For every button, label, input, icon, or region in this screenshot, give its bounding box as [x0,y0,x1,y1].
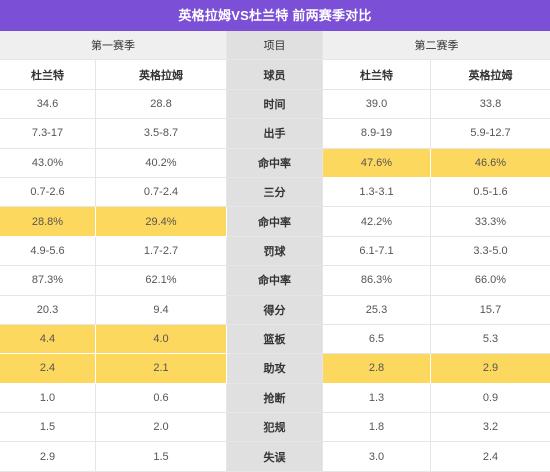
column-header-player: 球员 [227,60,323,90]
row-item-label: 命中率 [227,207,323,237]
row-item-label: 命中率 [227,148,323,178]
cell-ingram-season2: 33.3% [431,207,550,237]
cell-ingram-season1: 4.0 [96,324,227,355]
row-item-label: 犯规 [227,413,323,443]
table-row: 4.4 4.0 篮板 6.5 5.3 [0,324,550,355]
cell-ingram-season2: 2.4 [431,442,550,472]
cell-durant-season1: 0.7-2.6 [0,177,96,208]
table-row: 87.3% 62.1% 命中率 86.3% 66.0% [0,266,550,296]
cell-durant-season1: 28.8% [0,207,96,237]
column-header-durant-season2: 杜兰特 [323,60,431,90]
cell-durant-season2: 47.6% [323,148,431,178]
cell-ingram-season1: 29.4% [96,207,227,237]
cell-ingram-season1: 2.0 [96,413,227,443]
table-body: 34.6 28.8 时间 39.0 33.8 7.3-17 3.5-8.7 出手 8.9-19 5… [0,89,550,472]
cell-durant-season2: 1.3 [323,383,431,414]
cell-ingram-season2: 0.9 [431,384,550,414]
cell-ingram-season2: 0.5-1.6 [431,178,550,208]
cell-ingram-season1: 1.5 [96,442,227,472]
row-item-label: 三分 [227,177,323,208]
cell-ingram-season1: 1.7-2.7 [96,236,227,267]
table-row: 43.0% 40.2% 命中率 47.6% 46.6% [0,148,550,178]
cell-durant-season2: 6.1-7.1 [323,236,431,267]
cell-durant-season2: 25.3 [323,295,431,325]
row-item-label: 失误 [227,442,323,472]
row-item-label: 命中率 [227,266,323,296]
cell-ingram-season1: 3.5-8.7 [96,119,227,149]
column-header-durant-season1: 杜兰特 [0,60,96,90]
table-row: 20.3 9.4 得分 25.3 15.7 [0,295,550,325]
cell-ingram-season1: 2.1 [96,354,227,384]
row-item-label: 抢断 [227,383,323,414]
cell-durant-season2: 6.5 [323,324,431,355]
cell-ingram-season2: 46.6% [431,148,550,178]
cell-ingram-season2: 3.3-5.0 [431,237,550,267]
column-header-ingram-season1: 英格拉姆 [96,60,227,90]
cell-ingram-season1: 0.7-2.4 [96,177,227,208]
row-item-label: 得分 [227,295,323,325]
row-item-label: 助攻 [227,354,323,384]
cell-durant-season2: 3.0 [323,442,431,472]
column-header-ingram-season2: 英格拉姆 [431,60,550,90]
cell-durant-season1: 1.0 [0,383,96,414]
cell-ingram-season2: 2.9 [431,354,550,384]
column-header-row: 杜兰特 英格拉姆 球员 杜兰特 英格拉姆 [0,60,550,90]
cell-ingram-season1: 62.1% [96,266,227,296]
cell-ingram-season1: 28.8 [96,89,227,120]
cell-ingram-season2: 5.3 [431,325,550,355]
group-header-row: 第一赛季 项目 第二赛季 [0,31,550,61]
table-row: 34.6 28.8 时间 39.0 33.8 [0,89,550,120]
group-header-season1: 第一赛季 [0,31,227,61]
table-row: 2.9 1.5 失误 3.0 2.4 [0,442,550,472]
cell-durant-season1: 2.4 [0,354,96,384]
row-item-label: 出手 [227,119,323,149]
table-row: 0.7-2.6 0.7-2.4 三分 1.3-3.1 0.5-1.6 [0,177,550,208]
cell-durant-season1: 2.9 [0,442,96,472]
table-row: 28.8% 29.4% 命中率 42.2% 33.3% [0,207,550,237]
cell-durant-season2: 2.8 [323,354,431,384]
table-title: 英格拉姆VS杜兰特 前两赛季对比 [0,0,550,31]
cell-durant-season2: 8.9-19 [323,119,431,149]
cell-durant-season2: 1.3-3.1 [323,177,431,208]
cell-ingram-season1: 0.6 [96,383,227,414]
cell-ingram-season2: 3.2 [431,413,550,443]
table-row: 1.5 2.0 犯规 1.8 3.2 [0,413,550,443]
cell-ingram-season2: 66.0% [431,266,550,296]
group-header-item: 项目 [227,31,323,61]
table-row: 2.4 2.1 助攻 2.8 2.9 [0,354,550,384]
cell-ingram-season1: 40.2% [96,148,227,178]
cell-durant-season1: 4.9-5.6 [0,236,96,267]
cell-durant-season1: 1.5 [0,413,96,443]
cell-ingram-season2: 15.7 [431,296,550,325]
row-item-label: 罚球 [227,236,323,267]
cell-ingram-season2: 5.9-12.7 [431,119,550,149]
table-row: 4.9-5.6 1.7-2.7 罚球 6.1-7.1 3.3-5.0 [0,236,550,267]
cell-durant-season1: 87.3% [0,266,96,296]
row-item-label: 篮板 [227,324,323,355]
cell-durant-season1: 43.0% [0,148,96,178]
table-row: 7.3-17 3.5-8.7 出手 8.9-19 5.9-12.7 [0,119,550,149]
row-item-label: 时间 [227,89,323,120]
cell-durant-season1: 4.4 [0,324,96,355]
cell-ingram-season1: 9.4 [96,295,227,325]
cell-durant-season2: 86.3% [323,266,431,296]
cell-durant-season2: 1.8 [323,413,431,443]
cell-durant-season2: 39.0 [323,89,431,120]
cell-durant-season2: 42.2% [323,207,431,237]
cell-durant-season1: 34.6 [0,89,96,120]
group-header-season2: 第二赛季 [323,31,550,61]
cell-durant-season1: 7.3-17 [0,119,96,149]
cell-ingram-season2: 33.8 [431,90,550,120]
table-row: 1.0 0.6 抢断 1.3 0.9 [0,383,550,414]
cell-durant-season1: 20.3 [0,295,96,325]
